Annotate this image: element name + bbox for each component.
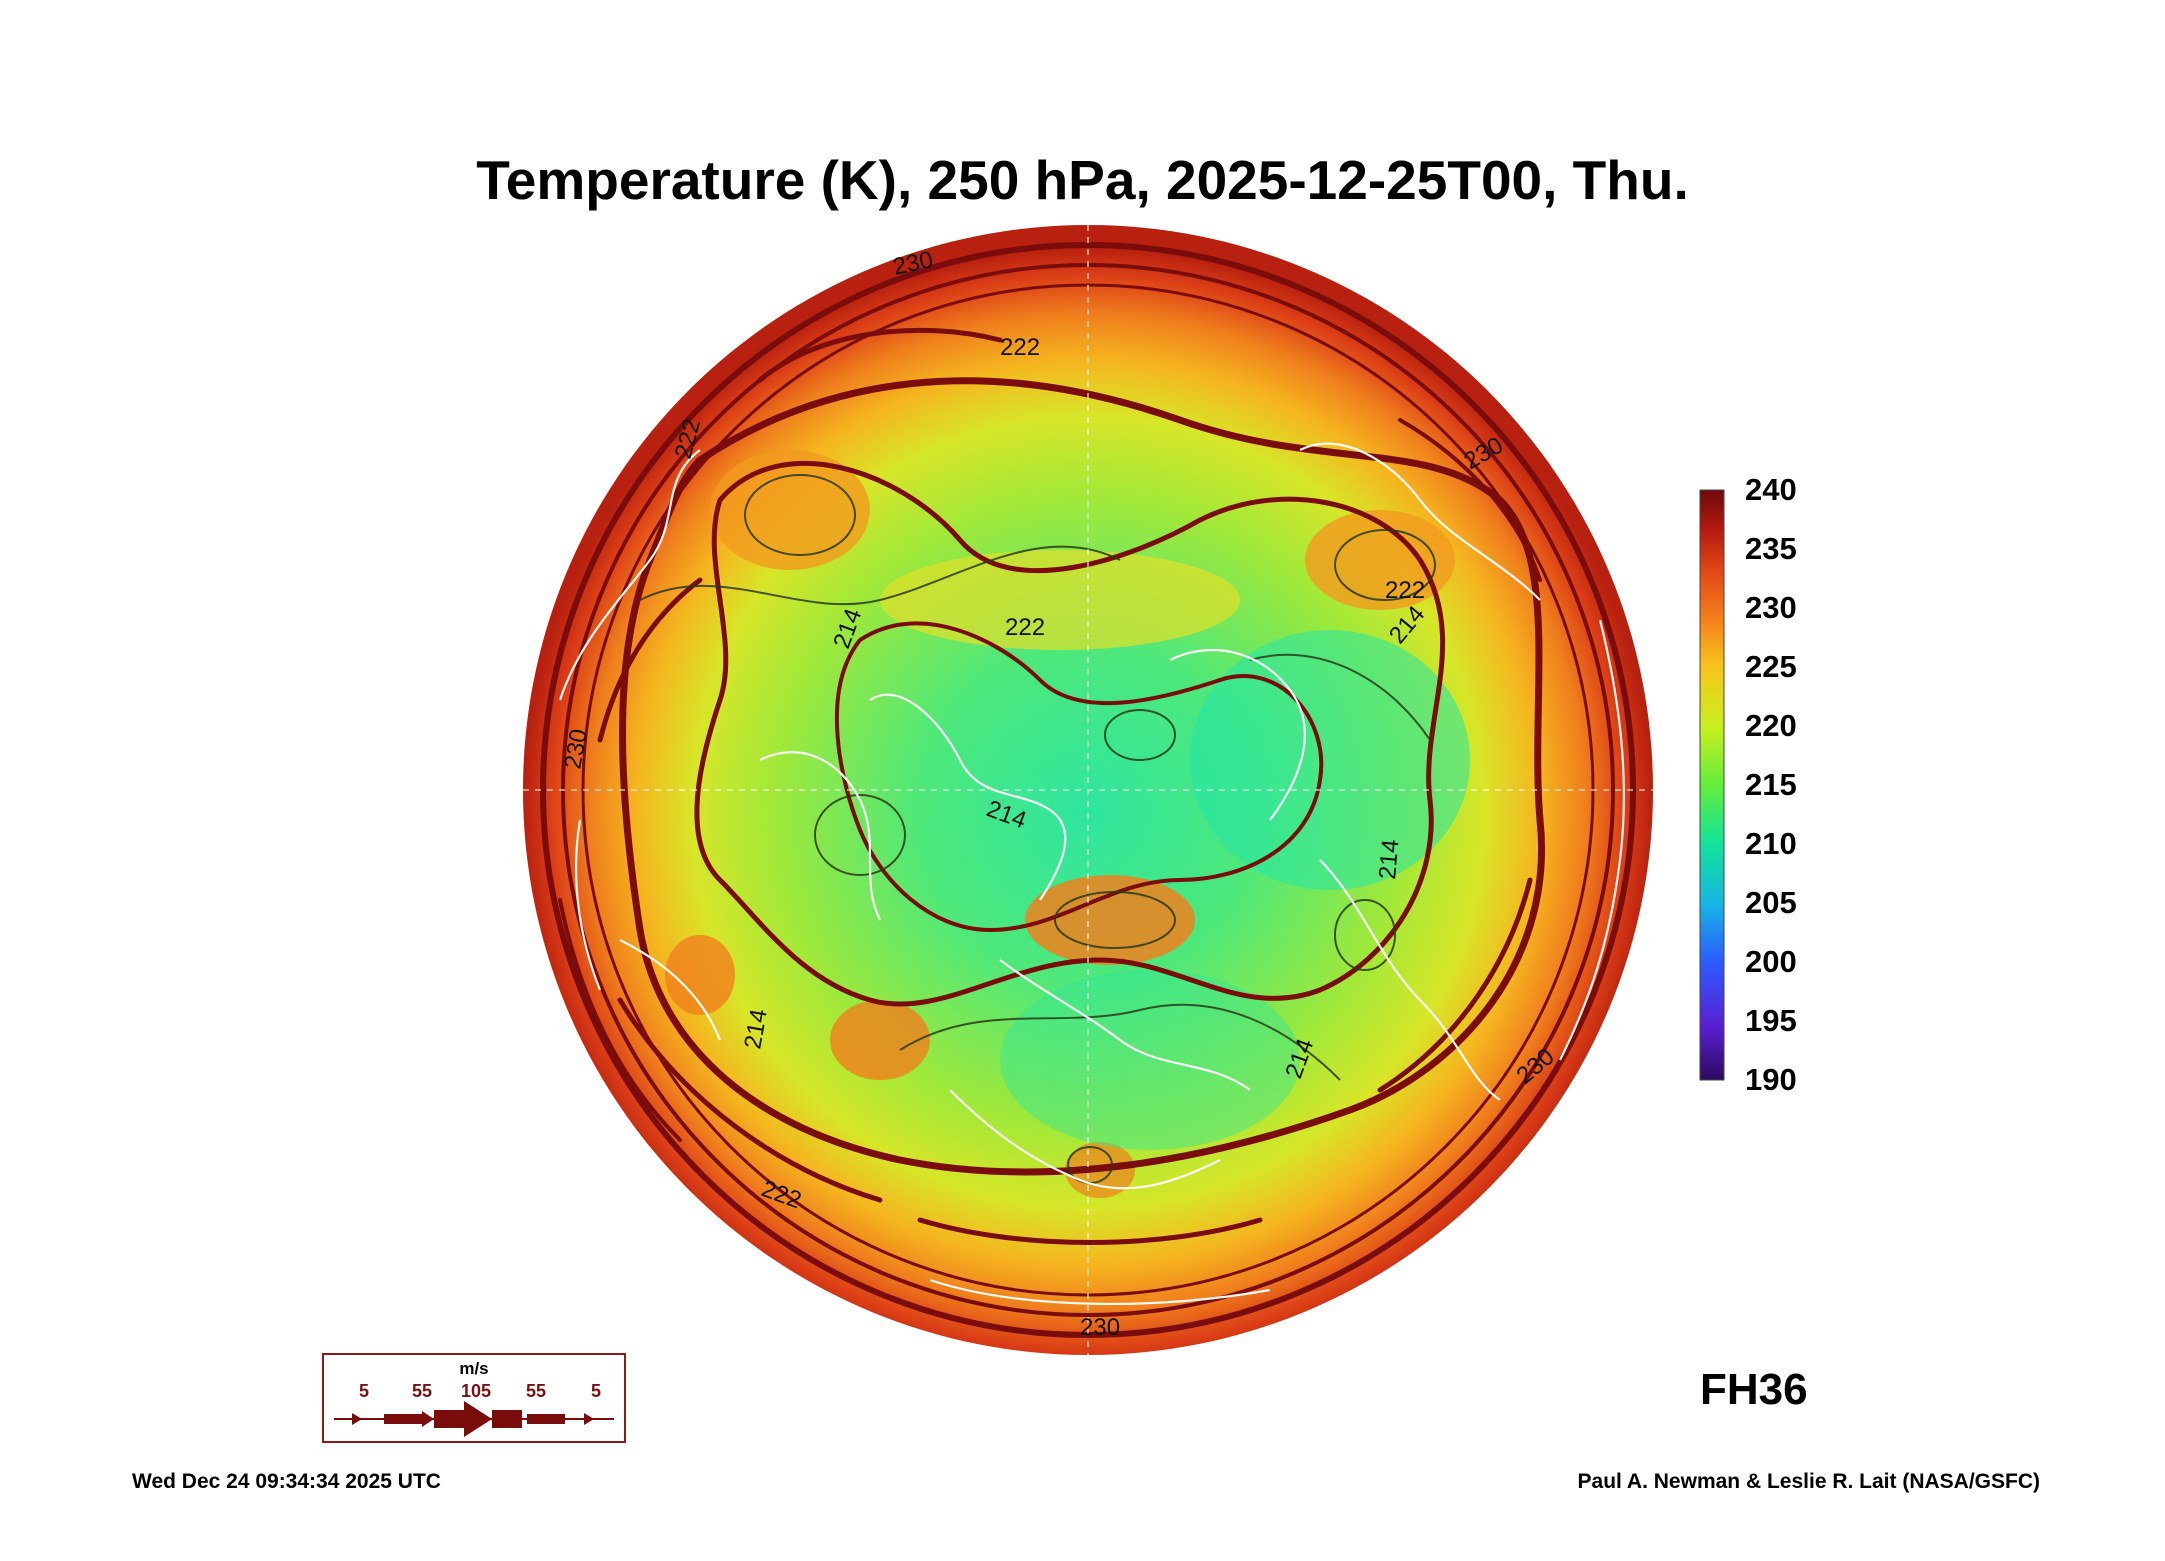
contour-label: 222 xyxy=(1000,334,1040,361)
forecast-hour-label: FH36 xyxy=(1700,1365,1808,1414)
wind-speed-label: 105 xyxy=(460,1381,492,1401)
wind-speed-legend: m/s 5 55 105 55 5 xyxy=(322,1353,626,1443)
contour-label: 222 xyxy=(1385,577,1425,604)
coastlines xyxy=(558,442,1626,1305)
timestamp-footer: Wed Dec 24 09:34:34 2025 UTC xyxy=(132,1470,441,1493)
colorbar-tick-label: 195 xyxy=(1745,1003,1797,1038)
wind-unit-label: m/s xyxy=(459,1359,489,1378)
warm-anomaly xyxy=(710,450,870,570)
colorbar-tick-label: 220 xyxy=(1745,708,1797,743)
colorbar-tick-label: 230 xyxy=(1745,590,1797,625)
colorbar-tick-label: 215 xyxy=(1745,767,1797,802)
contour-label: 230 xyxy=(1080,1314,1120,1341)
graticule xyxy=(523,225,1653,1355)
colorbar-tick-label: 210 xyxy=(1745,826,1797,861)
cool-core xyxy=(1190,630,1470,890)
wind-speed-label: 55 xyxy=(411,1381,433,1401)
colorbar-tick-label: 240 xyxy=(1745,472,1797,507)
wind-speed-label: 55 xyxy=(525,1381,547,1401)
isotherms xyxy=(639,474,1436,1184)
colorbar-labels: 240 235 230 225 220 215 210 205 200 195 190 xyxy=(1745,470,1835,1097)
colorbar-tick-label: 235 xyxy=(1745,531,1797,566)
colorbar-tick-label: 190 xyxy=(1745,1062,1797,1097)
colorbar-tick-label: 200 xyxy=(1745,944,1797,979)
colorbar xyxy=(1699,489,1725,1081)
contour-label: 222 xyxy=(1005,614,1045,641)
credit-footer: Paul A. Newman & Leslie R. Lait (NASA/GS… xyxy=(1577,1470,2040,1493)
map-title: Temperature (K), 250 hPa, 2025-12-25T00,… xyxy=(476,149,1689,211)
colorbar-tick-label: 225 xyxy=(1745,649,1797,684)
wind-speed-label: 5 xyxy=(358,1381,370,1401)
wind-speed-label: 5 xyxy=(590,1381,602,1401)
warm-band xyxy=(880,550,1240,650)
wind-legend-arrow xyxy=(334,1401,614,1437)
contour-label: 214 xyxy=(1374,838,1404,880)
warm-anomaly xyxy=(830,1000,930,1080)
colorbar-tick-label: 205 xyxy=(1745,885,1797,920)
cool-core xyxy=(1000,970,1300,1150)
warm-anomaly xyxy=(665,935,735,1015)
map-features xyxy=(523,225,1653,1355)
